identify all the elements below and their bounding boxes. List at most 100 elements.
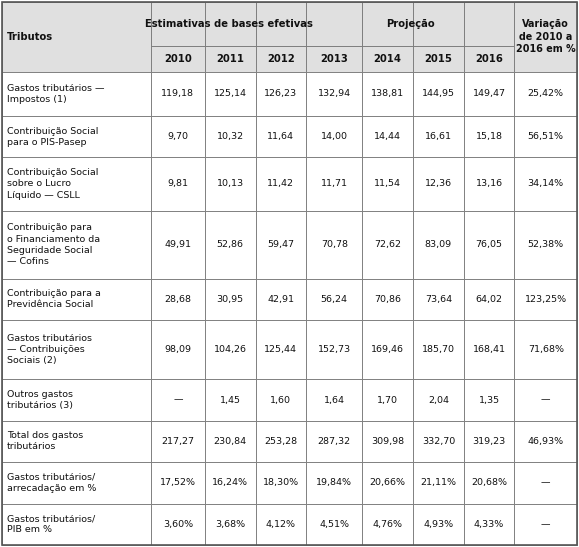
Bar bbox=[2, 116, 151, 158]
Text: 125,44: 125,44 bbox=[265, 345, 298, 354]
Bar bbox=[205, 158, 255, 211]
Bar bbox=[362, 421, 413, 462]
Bar bbox=[205, 462, 255, 504]
Bar bbox=[464, 320, 514, 379]
Text: 2014: 2014 bbox=[373, 54, 402, 64]
Text: Contribuição para
o Financiamento da
Seguridade Social
— Cofins: Contribuição para o Financiamento da Seg… bbox=[7, 224, 100, 266]
Bar bbox=[413, 2, 464, 46]
Bar bbox=[464, 116, 514, 158]
Text: 149,47: 149,47 bbox=[472, 89, 505, 98]
Text: 64,02: 64,02 bbox=[475, 295, 503, 304]
Bar bbox=[514, 211, 577, 278]
Bar bbox=[151, 211, 205, 278]
Bar bbox=[255, 158, 306, 211]
Bar bbox=[514, 278, 577, 320]
Text: 59,47: 59,47 bbox=[267, 240, 294, 249]
Bar bbox=[362, 320, 413, 379]
Text: 2012: 2012 bbox=[267, 54, 295, 64]
Text: 98,09: 98,09 bbox=[164, 345, 191, 354]
Text: 309,98: 309,98 bbox=[371, 437, 404, 446]
Bar bbox=[413, 72, 464, 116]
Text: 2,04: 2,04 bbox=[428, 395, 449, 404]
Text: 83,09: 83,09 bbox=[425, 240, 452, 249]
Text: 73,64: 73,64 bbox=[425, 295, 452, 304]
Text: 42,91: 42,91 bbox=[267, 295, 294, 304]
Text: Gastos tributários/
arrecadação em %: Gastos tributários/ arrecadação em % bbox=[7, 473, 96, 493]
Text: 4,76%: 4,76% bbox=[373, 520, 402, 529]
Bar bbox=[151, 2, 205, 46]
Bar bbox=[464, 46, 514, 72]
Bar bbox=[464, 72, 514, 116]
Text: 169,46: 169,46 bbox=[371, 345, 404, 354]
Bar bbox=[2, 421, 151, 462]
Bar bbox=[255, 72, 306, 116]
Bar bbox=[151, 504, 205, 545]
Bar bbox=[205, 211, 255, 278]
Bar bbox=[413, 278, 464, 320]
Text: 52,86: 52,86 bbox=[217, 240, 244, 249]
Bar bbox=[2, 320, 151, 379]
Bar bbox=[413, 320, 464, 379]
Text: 70,78: 70,78 bbox=[321, 240, 348, 249]
Text: 168,41: 168,41 bbox=[472, 345, 505, 354]
Text: 13,16: 13,16 bbox=[475, 179, 503, 189]
Text: 25,42%: 25,42% bbox=[527, 89, 564, 98]
Bar bbox=[514, 72, 577, 116]
Text: 30,95: 30,95 bbox=[217, 295, 244, 304]
Text: 1,35: 1,35 bbox=[478, 395, 500, 404]
Bar bbox=[255, 211, 306, 278]
Text: 144,95: 144,95 bbox=[422, 89, 455, 98]
Text: Variação
de 2010 a
2016 em %: Variação de 2010 a 2016 em % bbox=[516, 19, 576, 54]
Bar bbox=[464, 158, 514, 211]
Bar bbox=[151, 379, 205, 421]
Text: 70,86: 70,86 bbox=[374, 295, 401, 304]
Bar bbox=[362, 158, 413, 211]
Text: 4,51%: 4,51% bbox=[319, 520, 349, 529]
Bar bbox=[464, 379, 514, 421]
Text: 14,00: 14,00 bbox=[321, 132, 348, 141]
Text: 1,60: 1,60 bbox=[270, 395, 291, 404]
Text: Estimativas de bases efetivas: Estimativas de bases efetivas bbox=[145, 19, 313, 29]
Text: 4,93%: 4,93% bbox=[423, 520, 453, 529]
Bar bbox=[255, 2, 306, 46]
Bar bbox=[2, 72, 151, 116]
Bar bbox=[151, 116, 205, 158]
Text: 56,24: 56,24 bbox=[321, 295, 348, 304]
Bar bbox=[514, 462, 577, 504]
Text: Gastos tributários
— Contribuições
Sociais (2): Gastos tributários — Contribuições Socia… bbox=[7, 334, 92, 365]
Text: 132,94: 132,94 bbox=[318, 89, 351, 98]
Text: 46,93%: 46,93% bbox=[527, 437, 564, 446]
Bar bbox=[2, 211, 151, 278]
Bar bbox=[413, 158, 464, 211]
Text: 2015: 2015 bbox=[424, 54, 452, 64]
Bar bbox=[413, 504, 464, 545]
Bar bbox=[2, 504, 151, 545]
Text: 76,05: 76,05 bbox=[475, 240, 503, 249]
Bar bbox=[2, 462, 151, 504]
Bar bbox=[413, 211, 464, 278]
Bar bbox=[306, 46, 362, 72]
Bar bbox=[2, 278, 151, 320]
Bar bbox=[151, 278, 205, 320]
Text: —: — bbox=[173, 395, 182, 404]
Text: 17,52%: 17,52% bbox=[160, 479, 196, 487]
Text: 2011: 2011 bbox=[216, 54, 244, 64]
Bar bbox=[151, 320, 205, 379]
Text: 9,81: 9,81 bbox=[167, 179, 188, 189]
Text: —: — bbox=[541, 520, 551, 529]
Text: 1,45: 1,45 bbox=[219, 395, 241, 404]
Text: 123,25%: 123,25% bbox=[525, 295, 567, 304]
Text: 28,68: 28,68 bbox=[164, 295, 191, 304]
Text: Projeção: Projeção bbox=[386, 19, 435, 29]
Bar bbox=[362, 211, 413, 278]
Bar bbox=[464, 462, 514, 504]
Bar bbox=[306, 116, 362, 158]
Bar bbox=[151, 158, 205, 211]
Bar bbox=[255, 320, 306, 379]
Text: 126,23: 126,23 bbox=[264, 89, 298, 98]
Text: 138,81: 138,81 bbox=[371, 89, 404, 98]
Bar bbox=[255, 421, 306, 462]
Bar bbox=[205, 278, 255, 320]
Bar bbox=[413, 46, 464, 72]
Text: Contribuição Social
sobre o Lucro
Líquido — CSLL: Contribuição Social sobre o Lucro Líquid… bbox=[7, 168, 98, 200]
